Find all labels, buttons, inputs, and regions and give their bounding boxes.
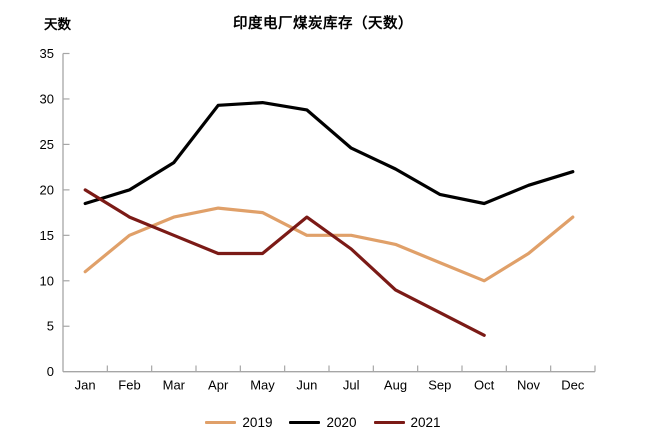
series-line-2021 bbox=[83, 188, 486, 337]
legend-swatch-2020 bbox=[289, 420, 321, 424]
legend-label: 2019 bbox=[242, 414, 273, 430]
x-tick-label: Dec bbox=[561, 378, 585, 393]
y-tick-label: 25 bbox=[40, 137, 54, 152]
chart-title: 印度电厂煤炭库存（天数） bbox=[233, 16, 413, 32]
legend-swatch-2019 bbox=[205, 420, 237, 424]
y-axis-title: 天数 bbox=[44, 17, 71, 32]
legend-label: 2020 bbox=[326, 414, 357, 430]
x-tick-label: Oct bbox=[474, 378, 495, 393]
x-tick-label: May bbox=[250, 378, 275, 393]
chart-legend: 2019 2020 2021 bbox=[0, 409, 646, 435]
x-tick-label: Nov bbox=[517, 378, 541, 393]
y-tick-label: 15 bbox=[40, 228, 54, 243]
legend-item-2019: 2019 bbox=[205, 415, 272, 430]
y-tick-label: 30 bbox=[40, 91, 54, 106]
x-tick-label: Jul bbox=[343, 378, 360, 393]
x-tick-label: Jun bbox=[296, 378, 317, 393]
x-tick-label: Sep bbox=[428, 378, 451, 393]
x-tick-label: Feb bbox=[118, 378, 140, 393]
y-tick-label: 35 bbox=[40, 46, 54, 61]
x-tick-label: Jan bbox=[75, 378, 96, 393]
x-tick-label: Aug bbox=[384, 378, 407, 393]
y-tick-label: 5 bbox=[47, 319, 54, 334]
y-tick-label: 20 bbox=[40, 182, 54, 197]
y-tick-label: 10 bbox=[40, 273, 54, 288]
series-line-2020 bbox=[83, 101, 575, 206]
legend-label: 2021 bbox=[410, 414, 441, 430]
legend-swatch-2021 bbox=[373, 420, 405, 424]
x-tick-label: Mar bbox=[163, 378, 186, 393]
legend-item-2021: 2021 bbox=[373, 414, 441, 430]
y-tick-label: 0 bbox=[47, 364, 54, 379]
x-tick-label: Apr bbox=[208, 378, 229, 393]
legend-item-2020: 2020 bbox=[289, 414, 357, 430]
series-line-2019 bbox=[83, 206, 575, 283]
